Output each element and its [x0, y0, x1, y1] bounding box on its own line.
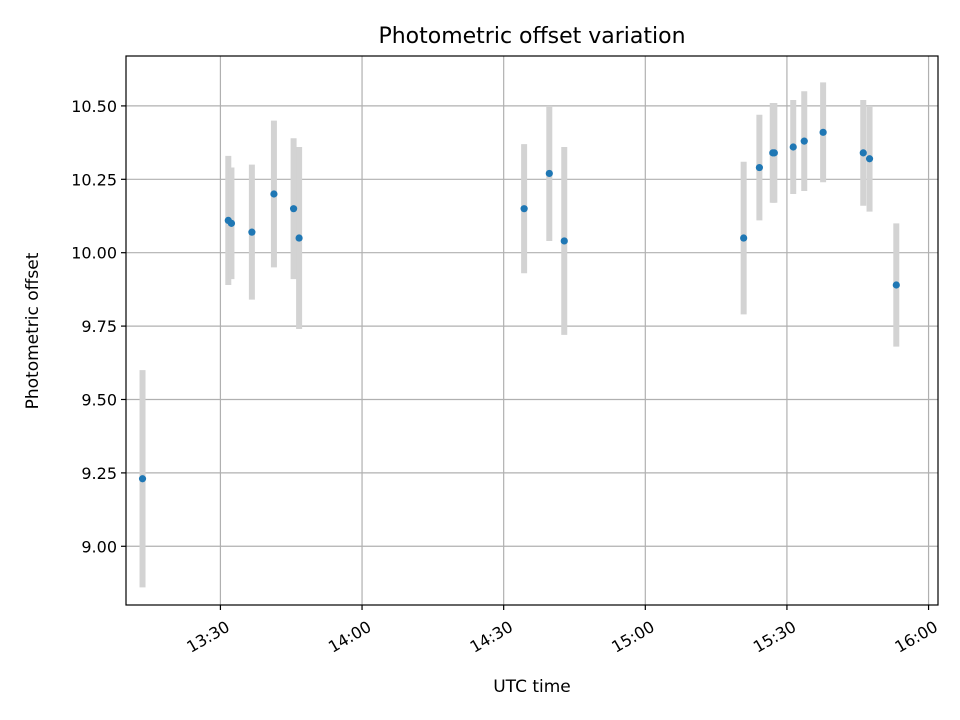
- y-tick-label: 10.25: [71, 170, 117, 189]
- chart-title: Photometric offset variation: [378, 24, 685, 49]
- data-point: [755, 163, 763, 172]
- data-point: [560, 237, 568, 245]
- y-tick-label: 9.50: [81, 390, 117, 409]
- data-point: [859, 149, 867, 157]
- data-point: [865, 155, 874, 163]
- data-point: [289, 205, 298, 213]
- data-point: [227, 219, 236, 227]
- y-axis-ticks: 9.00 9.25 9.50 9.75 10.00 10.25 10.50: [71, 97, 126, 556]
- data-point: [545, 169, 553, 178]
- data-point: [892, 281, 900, 289]
- data-point: [270, 190, 278, 198]
- y-tick-label: 10.00: [71, 244, 117, 263]
- data-point: [138, 475, 147, 483]
- data-point: [295, 234, 303, 242]
- data-point: [800, 137, 808, 145]
- y-tick-label: 9.25: [81, 464, 117, 483]
- data-point: [248, 228, 256, 236]
- data-point: [740, 234, 748, 242]
- data-point: [789, 143, 797, 151]
- data-point: [520, 205, 528, 213]
- data-point: [770, 149, 778, 157]
- y-tick-label: 9.75: [81, 317, 117, 336]
- plot-frame: [125, 55, 939, 606]
- y-tick-label: 10.50: [71, 97, 117, 116]
- x-axis-label: UTC time: [493, 677, 571, 697]
- data-points: [138, 128, 900, 483]
- data-point: [819, 128, 827, 136]
- y-tick-label: 9.00: [81, 537, 117, 556]
- y-axis-label: Photometric offset: [23, 252, 43, 409]
